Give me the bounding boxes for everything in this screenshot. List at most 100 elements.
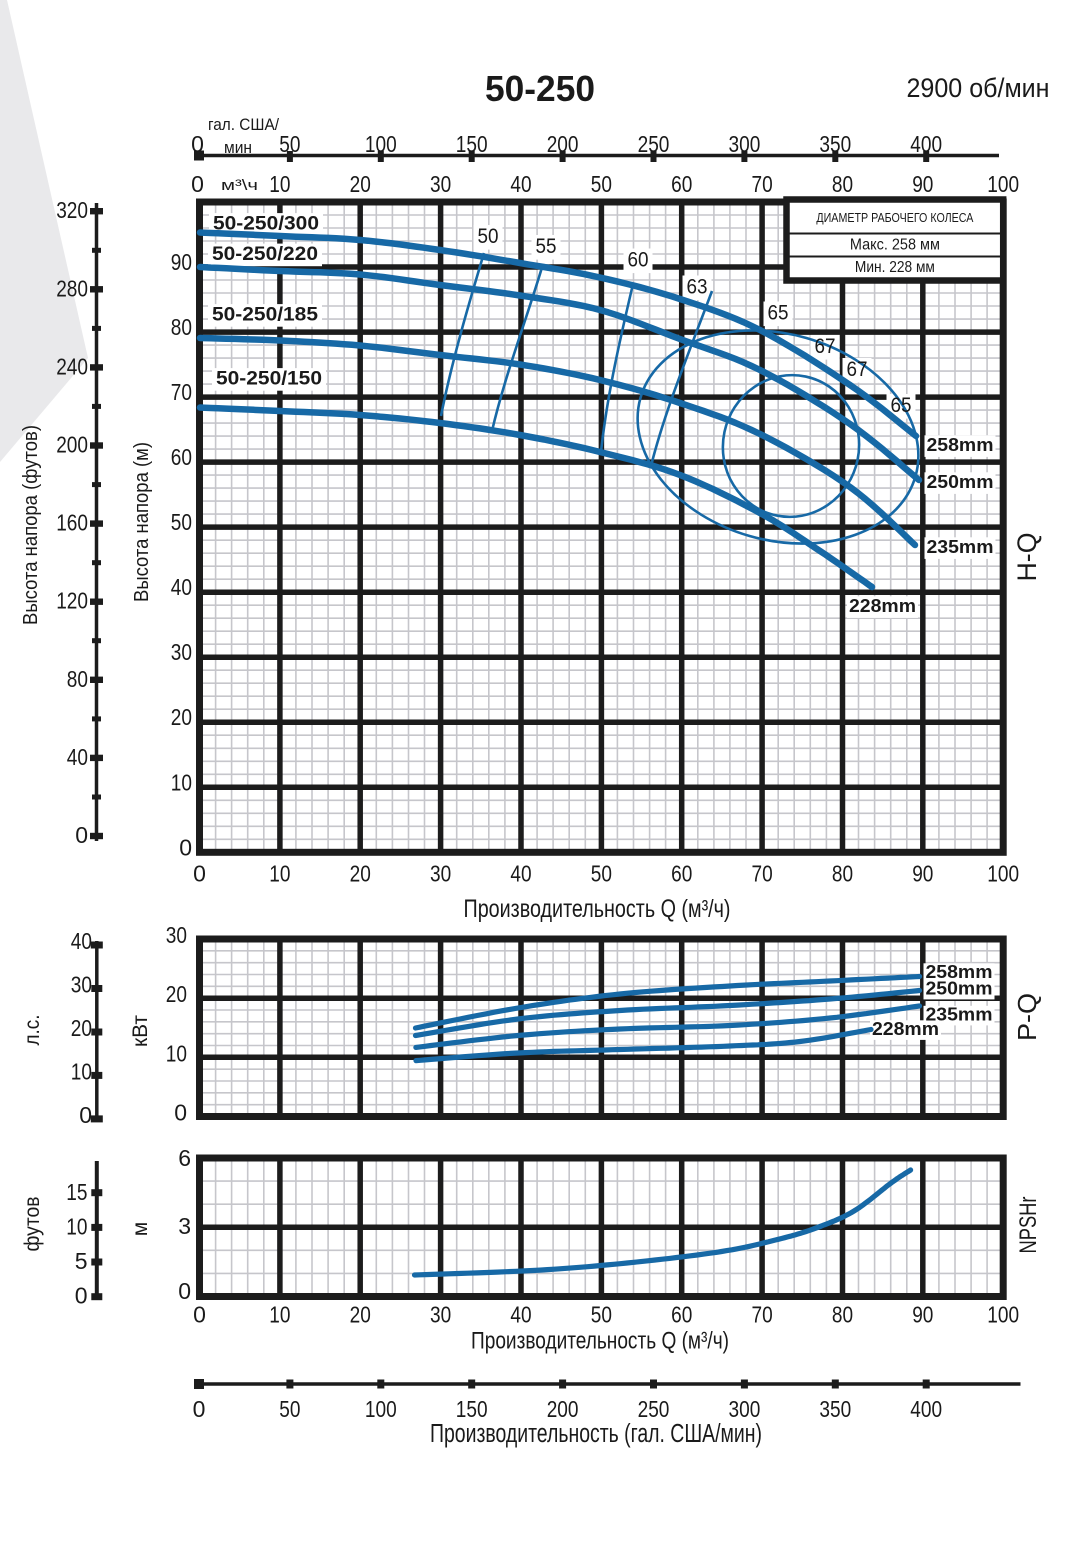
svg-text:м³\ч: м³\ч	[221, 177, 258, 194]
svg-text:100: 100	[987, 171, 1019, 197]
svg-text:10: 10	[171, 769, 192, 795]
svg-text:10: 10	[269, 171, 290, 197]
svg-text:0: 0	[75, 822, 88, 848]
svg-text:ДИАМЕТР РАБОЧЕГО КОЛЕСА: ДИАМЕТР РАБОЧЕГО КОЛЕСА	[816, 211, 974, 225]
svg-text:Высота напора (футов): Высота напора (футов)	[19, 425, 42, 625]
svg-text:30: 30	[71, 972, 92, 998]
svg-text:40: 40	[71, 928, 92, 954]
svg-text:50-250: 50-250	[485, 68, 595, 109]
svg-text:10: 10	[269, 861, 290, 887]
svg-text:250mm: 250mm	[927, 472, 994, 492]
svg-text:Высота напора (м): Высота напора (м)	[130, 442, 153, 602]
svg-text:20: 20	[350, 861, 371, 887]
svg-text:90: 90	[912, 171, 933, 197]
svg-text:мин: мин	[224, 139, 252, 157]
svg-text:0: 0	[191, 131, 204, 157]
svg-text:250mm: 250mm	[926, 979, 993, 999]
svg-text:90: 90	[912, 861, 933, 887]
svg-text:280: 280	[56, 275, 88, 301]
svg-text:70: 70	[752, 1302, 773, 1328]
svg-text:250: 250	[638, 131, 670, 157]
svg-text:100: 100	[987, 1302, 1019, 1328]
svg-text:Производительность Q (м³/ч): Производительность Q (м³/ч)	[471, 1328, 729, 1355]
svg-text:0: 0	[193, 1302, 206, 1328]
svg-text:350: 350	[819, 1396, 851, 1422]
svg-text:50: 50	[591, 171, 612, 197]
svg-text:50: 50	[279, 1396, 300, 1422]
svg-text:10: 10	[166, 1040, 187, 1066]
svg-text:0: 0	[193, 1396, 206, 1422]
svg-text:20: 20	[350, 171, 371, 197]
svg-text:50: 50	[171, 509, 192, 535]
svg-text:0: 0	[191, 171, 204, 197]
svg-text:320: 320	[56, 197, 88, 223]
svg-text:30: 30	[430, 861, 451, 887]
svg-text:200: 200	[547, 131, 579, 157]
svg-text:л.с.: л.с.	[21, 1015, 44, 1046]
svg-text:90: 90	[912, 1302, 933, 1328]
svg-text:3: 3	[178, 1213, 191, 1239]
svg-text:258mm: 258mm	[926, 962, 993, 982]
svg-text:Макс. 258 мм: Макс. 258 мм	[850, 237, 940, 254]
svg-text:Производительность Q (м³/ч): Производительность Q (м³/ч)	[464, 895, 731, 923]
svg-text:235mm: 235mm	[927, 537, 994, 557]
svg-text:2900 об/мин: 2900 об/мин	[907, 73, 1050, 103]
svg-text:10: 10	[269, 1302, 290, 1328]
svg-text:80: 80	[171, 314, 192, 340]
svg-text:гал. США/: гал. США/	[208, 116, 279, 134]
svg-text:0: 0	[79, 1102, 92, 1128]
svg-text:100: 100	[365, 131, 397, 157]
svg-text:20: 20	[350, 1302, 371, 1328]
svg-text:40: 40	[510, 861, 531, 887]
svg-text:60: 60	[628, 249, 649, 272]
svg-text:240: 240	[56, 353, 88, 379]
svg-text:65: 65	[768, 302, 789, 325]
svg-text:P-Q: P-Q	[1012, 993, 1042, 1041]
svg-text:6: 6	[178, 1145, 191, 1171]
svg-text:70: 70	[752, 861, 773, 887]
svg-text:80: 80	[832, 1302, 853, 1328]
svg-text:55: 55	[536, 235, 557, 258]
svg-text:50: 50	[279, 131, 300, 157]
svg-text:30: 30	[430, 1302, 451, 1328]
svg-text:50: 50	[478, 225, 499, 248]
svg-text:60: 60	[171, 444, 192, 470]
svg-text:Производительность (гал. США/м: Производительность (гал. США/мин)	[430, 1420, 762, 1448]
svg-text:250: 250	[638, 1396, 670, 1422]
svg-text:50: 50	[591, 1302, 612, 1328]
svg-text:150: 150	[456, 1396, 488, 1422]
svg-text:200: 200	[56, 432, 88, 458]
svg-text:80: 80	[832, 171, 853, 197]
svg-text:67: 67	[847, 358, 868, 381]
svg-text:228mm: 228mm	[849, 596, 916, 616]
svg-text:60: 60	[671, 1302, 692, 1328]
svg-text:м: м	[129, 1222, 152, 1236]
svg-text:235mm: 235mm	[926, 1005, 993, 1025]
svg-text:20: 20	[166, 981, 187, 1007]
svg-text:30: 30	[166, 922, 187, 948]
svg-text:20: 20	[71, 1015, 92, 1041]
svg-text:67: 67	[815, 335, 836, 358]
svg-text:50-250/150: 50-250/150	[216, 369, 322, 390]
svg-text:20: 20	[171, 704, 192, 730]
svg-text:40: 40	[67, 744, 88, 770]
svg-text:200: 200	[547, 1396, 579, 1422]
svg-text:Мин. 228 мм: Мин. 228 мм	[855, 259, 935, 276]
svg-text:100: 100	[987, 861, 1019, 887]
svg-text:30: 30	[430, 171, 451, 197]
svg-text:60: 60	[671, 171, 692, 197]
svg-text:100: 100	[365, 1396, 397, 1422]
svg-text:10: 10	[71, 1058, 92, 1084]
svg-text:NPSHr: NPSHr	[1015, 1196, 1042, 1253]
svg-text:65: 65	[891, 394, 912, 417]
svg-text:50-250/185: 50-250/185	[212, 305, 318, 326]
svg-text:0: 0	[178, 1278, 191, 1304]
svg-text:H-Q: H-Q	[1012, 533, 1042, 582]
svg-text:15: 15	[66, 1179, 87, 1205]
svg-text:60: 60	[671, 861, 692, 887]
svg-text:400: 400	[910, 131, 942, 157]
svg-text:63: 63	[687, 276, 708, 299]
svg-text:50-250/220: 50-250/220	[212, 244, 318, 265]
svg-text:300: 300	[729, 131, 761, 157]
svg-text:40: 40	[510, 171, 531, 197]
